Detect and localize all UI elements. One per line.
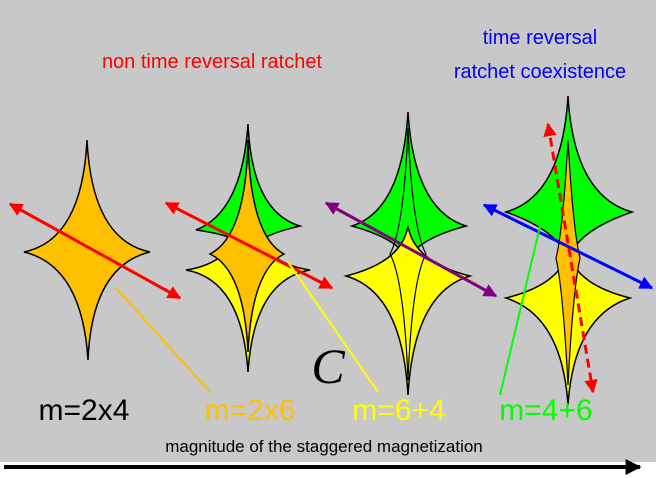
spin-arrow-2 — [164, 201, 334, 290]
spin-arrow-4-red-dashed — [543, 122, 598, 394]
pointer-line-4 — [499, 217, 543, 396]
pointer-line-2 — [287, 261, 379, 393]
spin-arrow-1 — [8, 202, 182, 300]
label-m1: m=2x4 — [39, 394, 130, 427]
right-title-line2: ratchet coexistence — [454, 61, 626, 83]
label-m3: m=6+4 — [352, 394, 445, 427]
right-title-line1: time reversal — [483, 27, 597, 49]
axis-label: magnitude of the staggered magnetization — [165, 437, 483, 456]
label-m4: m=4+6 — [499, 394, 592, 427]
left-title: non time reversal ratchet — [102, 51, 323, 73]
pointer-line-1 — [114, 286, 211, 393]
spin-arrow-3 — [324, 201, 498, 298]
center-symbol: C — [311, 338, 345, 394]
label-m2: m=2x6 — [205, 394, 296, 427]
